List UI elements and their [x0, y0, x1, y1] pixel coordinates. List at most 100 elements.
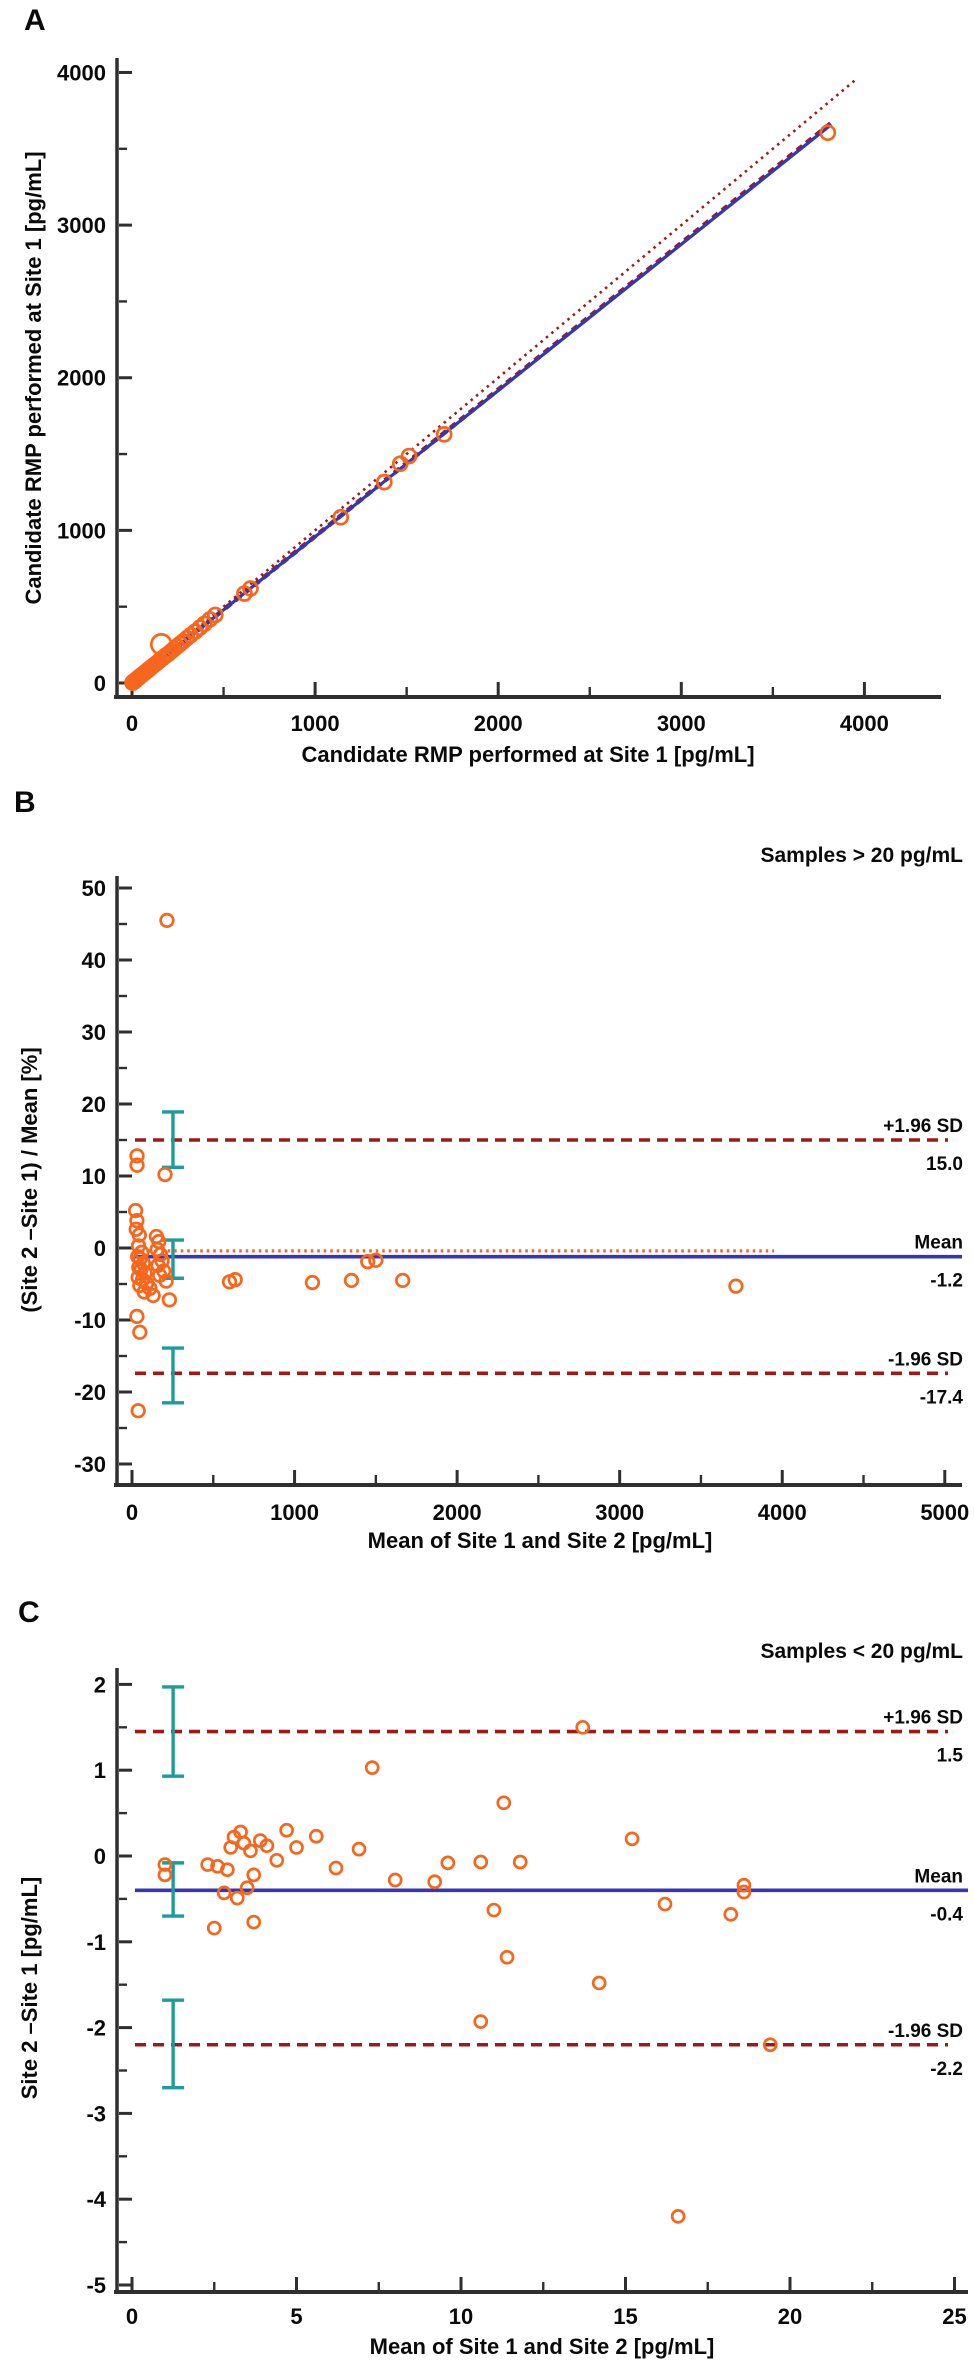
data-point — [220, 1862, 235, 1878]
data-point — [269, 1852, 285, 1868]
panel-b-label: B — [14, 786, 36, 819]
svg-text:1: 1 — [94, 1758, 106, 1783]
data-point — [364, 1760, 380, 1775]
svg-text:1000: 1000 — [291, 711, 340, 736]
svg-text:15: 15 — [613, 2304, 637, 2329]
data-point — [259, 1838, 275, 1854]
data-point — [351, 1841, 367, 1857]
panel-c-y-axis-title: Site 2 –Site 1 [pg/mL] — [17, 1876, 42, 2100]
data-point — [227, 1272, 243, 1288]
hline--1-96-sd: +1.96 SD 15.0 — [135, 1116, 963, 1175]
data-point — [736, 1884, 752, 1900]
data-point — [289, 1840, 304, 1855]
hline--1-96-sd: -1.96 SD -17.4 — [135, 1349, 963, 1408]
regression-line — [131, 123, 833, 685]
data-point — [332, 508, 350, 526]
hline-mean: Mean -0.4 — [135, 1866, 968, 1925]
data-point — [387, 1872, 403, 1888]
data-point — [486, 1902, 502, 1918]
svg-text:-1.96 SD: -1.96 SD — [888, 1349, 963, 1370]
data-point — [243, 1843, 258, 1859]
svg-text:2000: 2000 — [474, 711, 523, 736]
svg-text:-10: -10 — [74, 1308, 106, 1333]
data-point — [512, 1854, 528, 1870]
panel-a-label: A — [24, 4, 46, 37]
data-point — [130, 1403, 146, 1419]
data-point — [134, 1244, 150, 1260]
data-point — [154, 1253, 170, 1269]
svg-text:-30: -30 — [74, 1452, 106, 1477]
data-point — [670, 2209, 686, 2224]
axes: 0 1000 2000 3000 4000 5000 -30 -20 -10 0 10 20 30 40 5… — [74, 876, 969, 1525]
panel-c-x-axis-title: Mean of Site 1 and Site 2 [pg/mL] — [369, 2334, 715, 2359]
data-point — [496, 1795, 512, 1811]
data-point — [157, 1857, 173, 1872]
svg-text:-1: -1 — [86, 1930, 106, 1955]
data-point — [368, 1252, 384, 1268]
data-point — [624, 1831, 640, 1847]
data-point — [200, 1857, 216, 1872]
svg-text:-4: -4 — [86, 2187, 106, 2212]
data-point — [136, 1284, 152, 1300]
svg-text:-2.2: -2.2 — [930, 2059, 963, 2080]
svg-text:3000: 3000 — [595, 1500, 644, 1525]
panel-a-x-axis-title: Candidate RMP performed at Site 1 [pg/mL… — [301, 742, 755, 767]
data-point — [246, 1867, 262, 1883]
panel-a-points — [124, 124, 837, 692]
hline--1-96-sd: +1.96 SD 1.5 — [135, 1708, 963, 1767]
data-point — [657, 1896, 673, 1912]
data-point — [427, 1874, 443, 1890]
axes: 0 5 10 15 20 25 -5 -4 -3 -2 -1 0 1 2 — [86, 1668, 968, 2329]
svg-text:Mean: Mean — [914, 1866, 963, 1887]
data-point — [736, 1877, 752, 1893]
data-point — [308, 1828, 324, 1844]
panel-b-x-axis-title: Mean of Site 1 and Site 2 [pg/mL] — [367, 1528, 713, 1553]
svg-text:5000: 5000 — [920, 1500, 969, 1525]
data-point — [206, 1920, 222, 1936]
data-point — [133, 1261, 149, 1278]
data-point — [473, 2014, 489, 2029]
svg-text:+1.96 SD: +1.96 SD — [883, 1708, 963, 1729]
data-point — [591, 1975, 607, 1991]
svg-text:10: 10 — [82, 1164, 106, 1189]
data-point — [191, 619, 209, 637]
data-point — [400, 447, 418, 465]
svg-text:+1.96 SD: +1.96 SD — [883, 1116, 963, 1137]
data-point — [375, 473, 393, 491]
svg-text:3000: 3000 — [657, 711, 706, 736]
panel-b-annotation: Samples > 20 pg/mL — [760, 844, 964, 867]
svg-text:40: 40 — [82, 948, 106, 973]
data-point — [440, 1855, 456, 1871]
data-point — [360, 1254, 376, 1270]
svg-text:10: 10 — [449, 2304, 473, 2329]
data-point — [129, 1148, 145, 1164]
data-point — [343, 1272, 360, 1289]
svg-text:4000: 4000 — [57, 60, 106, 85]
panel-c-annotation: Samples < 20 pg/mL — [760, 1640, 964, 1663]
identity-line — [131, 79, 857, 684]
data-point — [723, 1906, 739, 1922]
svg-text:15.0: 15.0 — [926, 1154, 963, 1175]
panel-b-plot: 0 1000 2000 3000 4000 5000 -30 -20 -10 0 10 20 30 40 5… — [74, 876, 969, 1525]
hline--1-96-sd: -1.96 SD -2.2 — [135, 2021, 963, 2080]
data-point — [819, 124, 837, 142]
svg-text:0: 0 — [94, 671, 106, 696]
data-point — [242, 580, 259, 597]
svg-text:0: 0 — [94, 1844, 106, 1869]
panel-c-label: C — [18, 1596, 40, 1629]
panel-b-y-axis-title: (Site 2 –Site 1) / Mean [%] — [17, 1047, 42, 1313]
data-point — [239, 1880, 255, 1896]
svg-text:30: 30 — [82, 1020, 106, 1045]
svg-text:1000: 1000 — [270, 1500, 319, 1525]
svg-text:-17.4: -17.4 — [920, 1387, 964, 1408]
panel-b-points — [127, 912, 744, 1419]
svg-text:-2: -2 — [86, 2016, 106, 2041]
svg-text:50: 50 — [82, 876, 106, 901]
svg-text:2000: 2000 — [433, 1500, 482, 1525]
svg-text:-1.96 SD: -1.96 SD — [888, 2021, 963, 2042]
ci-error-bar-2 — [161, 1346, 184, 1405]
data-point — [762, 2037, 778, 2053]
svg-text:4000: 4000 — [840, 711, 889, 736]
